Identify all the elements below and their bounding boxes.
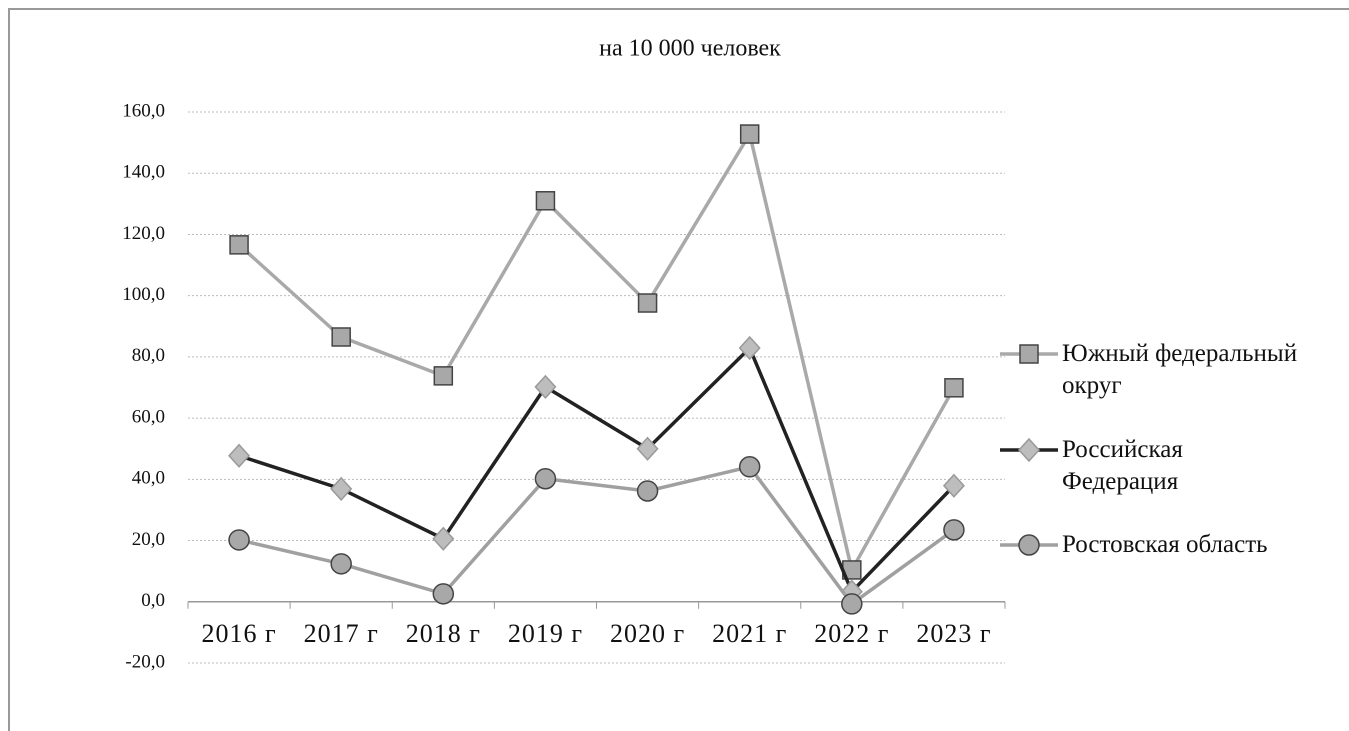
data-point bbox=[738, 335, 761, 361]
y-tick-label: 20,0 bbox=[132, 529, 165, 550]
data-point bbox=[535, 191, 556, 211]
x-tick-label: 2020 г bbox=[610, 619, 685, 648]
series-line bbox=[238, 344, 956, 595]
data-point bbox=[944, 378, 964, 398]
data-point bbox=[432, 526, 455, 551]
x-tick-label: 2018 г bbox=[406, 619, 481, 648]
y-tick-label: 100,0 bbox=[122, 284, 165, 305]
y-tick-label: 0,0 bbox=[141, 590, 165, 611]
y-tick-label: 120,0 bbox=[122, 223, 165, 244]
y-tick-label: 40,0 bbox=[132, 468, 165, 489]
data-point bbox=[637, 293, 658, 313]
x-tick-label: 2021 г bbox=[712, 619, 787, 648]
data-point bbox=[433, 366, 454, 386]
data-point bbox=[636, 480, 659, 502]
data-point bbox=[943, 519, 965, 541]
legend-label: Ростовская область bbox=[1062, 531, 1268, 558]
data-point bbox=[331, 327, 351, 347]
y-tick-label: 80,0 bbox=[132, 345, 165, 366]
legend-marker bbox=[1019, 344, 1039, 364]
frame bbox=[8, 8, 1349, 731]
series-line bbox=[238, 464, 955, 607]
data-point bbox=[738, 456, 761, 478]
y-tick-label: -20,0 bbox=[125, 651, 165, 672]
x-tick-label: 2022 г bbox=[814, 619, 889, 648]
data-point bbox=[636, 436, 659, 461]
legend-marker bbox=[1018, 534, 1040, 556]
data-point bbox=[330, 553, 352, 575]
data-point bbox=[330, 476, 353, 501]
data-point bbox=[228, 529, 250, 551]
data-point bbox=[228, 443, 251, 468]
chart-title: на 10 000 человек bbox=[599, 36, 781, 62]
y-tick-label: 140,0 bbox=[122, 162, 165, 183]
x-tick-label: 2016 г bbox=[201, 619, 276, 648]
x-tick-label: 2017 г bbox=[304, 619, 379, 648]
data-point bbox=[432, 583, 455, 605]
x-tick-label: 2023 г bbox=[916, 619, 991, 648]
data-point bbox=[229, 235, 249, 255]
x-tick-label: 2019 г bbox=[508, 619, 583, 648]
legend-label: Южный федеральный округ bbox=[1062, 340, 1298, 399]
data-point bbox=[534, 374, 557, 400]
series-line bbox=[237, 129, 956, 575]
y-tick-label: 60,0 bbox=[132, 406, 165, 427]
legend-marker bbox=[1017, 437, 1041, 463]
y-tick-label: 160,0 bbox=[122, 100, 165, 121]
data-point bbox=[534, 467, 557, 490]
data-point bbox=[739, 124, 760, 144]
data-point bbox=[841, 593, 863, 615]
legend-label: Российская Федерация bbox=[1062, 436, 1183, 495]
data-point bbox=[942, 473, 965, 498]
